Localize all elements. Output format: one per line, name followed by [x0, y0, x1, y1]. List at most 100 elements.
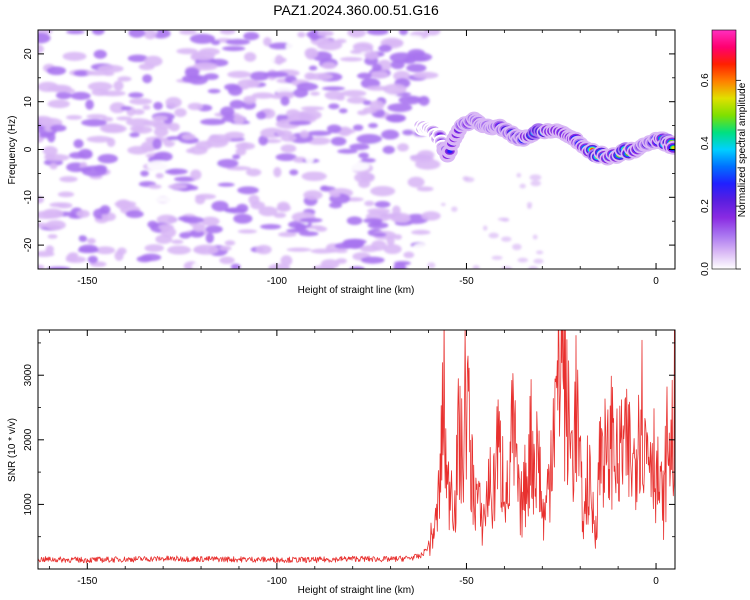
heatmap-cell: [62, 51, 87, 61]
heatmap-cell: [152, 196, 176, 203]
heatmap-cell: [158, 224, 174, 231]
heatmap-cell: [406, 63, 427, 73]
heatmap-cell: [184, 67, 200, 78]
heatmap-cell: [528, 265, 539, 269]
heatmap-cell: [156, 214, 177, 225]
heatmap-cell: [240, 142, 249, 149]
heatmap-cell: [42, 146, 58, 156]
snr-series-line: [38, 330, 675, 564]
heatmap-cell: [109, 102, 126, 114]
heatmap-cell: [222, 46, 246, 52]
heatmap-cell: [194, 194, 206, 205]
heatmap-cell: [349, 49, 362, 55]
colorbar-tick-label: 0.4: [700, 136, 711, 150]
heatmap-cell: [191, 261, 210, 269]
heatmap-cell: [304, 72, 316, 81]
heatmap-cell: [368, 123, 378, 129]
heatmap-cell: [304, 47, 319, 59]
colorbar-axis: 0.0 0.2 0.4 0.6: [700, 73, 741, 276]
heatmap-cell: [338, 108, 348, 114]
heatmap-cell: [211, 40, 221, 46]
colorbar-tick-label: 0.0: [700, 262, 711, 276]
heatmap-cell: [99, 90, 126, 97]
heatmap-cell: [286, 247, 312, 252]
heatmap-cell: [85, 70, 110, 76]
x-tick-label: -50: [459, 276, 474, 287]
heatmap-cell: [463, 177, 475, 183]
heatmap-cell: [205, 225, 223, 234]
heatmap-cell: [288, 120, 312, 126]
heatmap-cell: [89, 194, 111, 202]
heatmap-cell: [315, 226, 328, 232]
heatmap-cell: [45, 220, 66, 230]
heatmap-cell: [164, 168, 188, 175]
heatmap-cell: [501, 218, 510, 222]
heatmap-cell: [359, 174, 372, 179]
heatmap-cell: [225, 38, 251, 45]
heatmap-cell: [308, 30, 321, 41]
heatmap-cell: [38, 250, 55, 258]
heatmap-cell: [115, 199, 132, 210]
heatmap-cell: [78, 167, 92, 172]
heatmap-cell: [299, 130, 310, 139]
heatmap-cell: [86, 135, 112, 143]
heatmap-cell: [187, 102, 203, 111]
heatmap-cell: [179, 30, 197, 35]
heatmap-cell: [328, 103, 340, 110]
heatmap-cell: [216, 158, 239, 168]
heatmap-cell: [516, 173, 522, 178]
heatmap-cell: [512, 243, 522, 251]
heatmap-cell: [532, 234, 538, 240]
heatmap-cell: [366, 85, 389, 91]
heatmap-cell: [398, 34, 423, 40]
y-tick-label: 20: [23, 48, 34, 60]
heatmap-cell: [275, 153, 297, 161]
heatmap-cell: [38, 222, 50, 228]
heatmap-cell: [143, 30, 157, 40]
heatmap-cell: [363, 217, 383, 224]
snr-y-axis: 1000 2000 3000: [23, 342, 675, 538]
colorbar: 0.0 0.2 0.4 0.6 Normalized spectral amplitu…: [700, 29, 748, 276]
heatmap-cell: [334, 242, 354, 250]
heatmap-cell: [277, 201, 290, 211]
heatmap-cell: [340, 56, 363, 62]
x-tick-label: 0: [653, 276, 659, 287]
heatmap-cell: [393, 234, 402, 240]
heatmap-cell: [101, 116, 114, 122]
heatmap-cell: [57, 191, 75, 198]
heatmap-cell: [263, 71, 289, 78]
heatmap-cell: [93, 49, 107, 59]
heatmap-cell: [346, 161, 370, 172]
heatmap-cell: [244, 52, 257, 62]
heatmap-cell: [144, 244, 165, 253]
heatmap-cell: [97, 64, 124, 73]
heatmap-cell: [65, 253, 78, 263]
heatmap-cell: [153, 126, 169, 137]
heatmap-cell: [276, 129, 293, 137]
snr-x-axis: -150 -100 -50 0: [48, 330, 659, 587]
heatmap-cell: [86, 114, 107, 119]
x-tick-label: -100: [267, 276, 287, 287]
heatmap-cell: [519, 183, 526, 189]
heatmap-cell: [91, 30, 105, 35]
y-tick-label: 0: [23, 146, 34, 152]
heatmap-cell: [230, 263, 241, 269]
heatmap-cell: [224, 131, 245, 139]
heatmap-cell: [192, 62, 218, 71]
heatmap-cell: [384, 40, 403, 46]
heatmap-cell: [243, 31, 260, 41]
heatmap-cell: [99, 205, 111, 215]
heatmap-cell: [371, 63, 382, 72]
heatmap-cell: [140, 170, 149, 177]
heatmap-cell: [38, 196, 45, 204]
heatmap-cell: [185, 148, 196, 154]
heatmap-cell: [364, 200, 375, 207]
heatmap-cell: [255, 111, 267, 120]
snr-y-label: SNR (10 * v/v): [7, 418, 18, 482]
heatmap-cell: [243, 95, 257, 105]
heatmap-cell: [320, 185, 329, 190]
heatmap-cell: [116, 116, 133, 121]
heatmap-cell: [128, 92, 144, 98]
heatmap-cell: [300, 106, 325, 111]
heatmap-cell: [205, 232, 215, 244]
